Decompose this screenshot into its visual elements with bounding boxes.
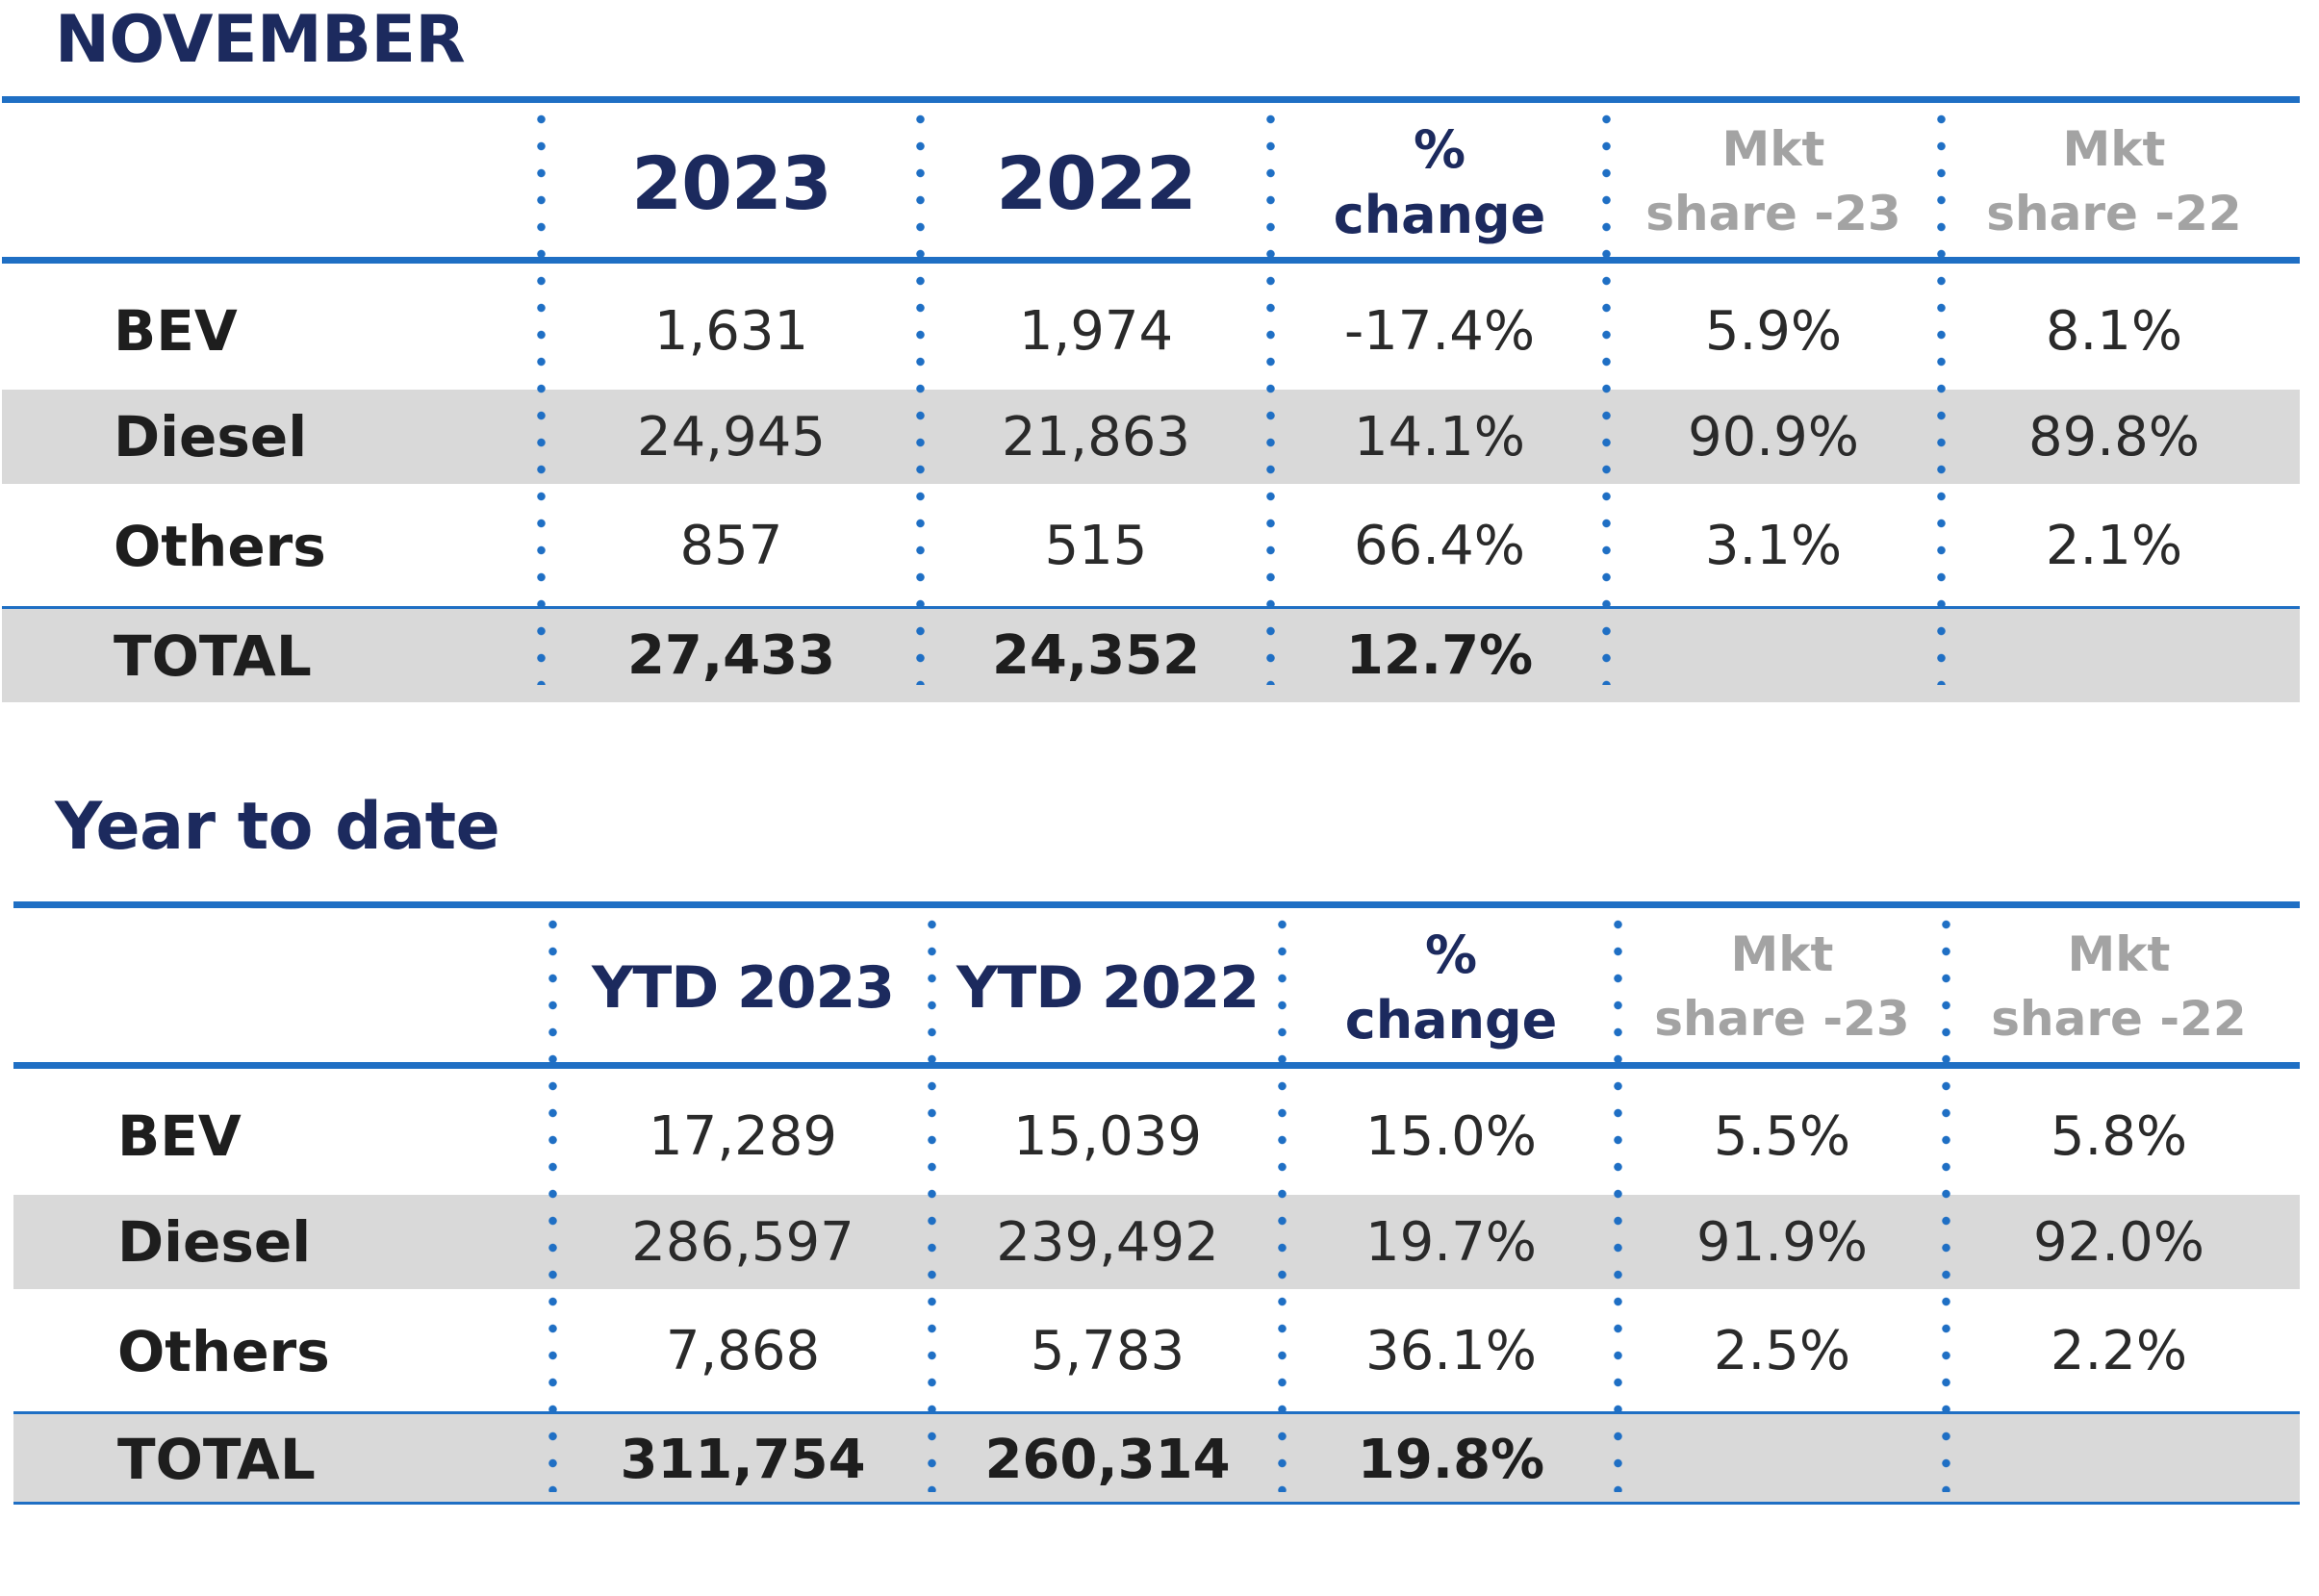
november-title: NOVEMBER: [55, 2, 466, 78]
row-label-diesel: Diesel: [117, 1209, 312, 1275]
header-2022: 2022: [996, 139, 1197, 226]
cell-diesel-share23: 90.9%: [1688, 405, 1859, 469]
row-label-diesel: Diesel: [114, 404, 308, 469]
header-bottom-rule: [13, 1062, 2300, 1069]
header-ytd-2023: YTD 2023: [591, 954, 895, 1022]
header-mkt-share-23: Mkt share -23: [1614, 110, 1933, 254]
cell-bev-share23: 5.9%: [1704, 299, 1843, 363]
table-bottom-rule: [13, 1502, 2300, 1505]
header-mkt-share-22: Mkt share -22: [1950, 110, 2278, 254]
row-label-bev: BEV: [117, 1103, 242, 1169]
cell-diesel-change: 19.7%: [1365, 1210, 1537, 1274]
cell-others-change: 36.1%: [1365, 1320, 1537, 1382]
cell-diesel-share22: 92.0%: [2033, 1210, 2204, 1274]
cell-diesel-2023: 24,945: [637, 405, 826, 469]
header-change-line2: change: [1344, 989, 1558, 1051]
column-divider: [1614, 911, 1622, 1492]
row-label-bev: BEV: [114, 298, 238, 364]
column-divider: [928, 911, 936, 1492]
header-mkt23-line2: share -23: [1645, 186, 1901, 241]
cell-bev-2023: 1,631: [653, 299, 809, 363]
cell-total-2022: 24,352: [991, 624, 1201, 687]
cell-total-2023: 27,433: [626, 624, 836, 687]
header-change: % change: [1291, 913, 1611, 1062]
row-label-others: Others: [114, 513, 326, 579]
cell-bev-share22: 5.8%: [2050, 1104, 2188, 1168]
cell-diesel-share22: 89.8%: [2028, 405, 2200, 469]
cell-diesel-ytd2022: 239,492: [996, 1210, 1219, 1274]
ytd-title: Year to date: [55, 789, 500, 865]
header-bottom-rule: [2, 257, 2300, 264]
total-row-band: [13, 1414, 2300, 1505]
row-label-total: TOTAL: [114, 622, 312, 689]
header-mkt23-line2: share -23: [1654, 991, 1910, 1047]
cell-others-share23: 3.1%: [1704, 515, 1843, 577]
cell-others-share22: 2.1%: [2045, 515, 2183, 577]
row-label-others: Others: [117, 1318, 330, 1384]
cell-others-2023: 857: [679, 515, 783, 577]
ytd-table: YTD 2023 YTD 2022 % change Mkt share -23…: [13, 901, 2300, 1509]
cell-total-change: 12.7%: [1345, 624, 1534, 687]
cell-diesel-ytd2023: 286,597: [631, 1210, 854, 1274]
header-change-line1: %: [1413, 119, 1466, 180]
total-top-rule: [13, 1411, 2300, 1414]
cell-bev-ytd2022: 15,039: [1013, 1104, 1202, 1168]
cell-total-ytd2022: 260,314: [984, 1428, 1231, 1491]
table-top-rule: [13, 901, 2300, 908]
column-divider: [1266, 106, 1275, 685]
column-divider: [916, 106, 925, 685]
header-mkt-share-23: Mkt share -23: [1625, 915, 1939, 1059]
diesel-row-band: [2, 390, 2300, 484]
header-change: % change: [1280, 108, 1599, 257]
header-2023: 2023: [631, 139, 832, 226]
header-mkt-share-22: Mkt share -22: [1955, 915, 2282, 1059]
cell-others-2022: 515: [1044, 515, 1148, 577]
header-mkt23-line1: Mkt: [1721, 120, 1825, 177]
cell-diesel-share23: 91.9%: [1696, 1210, 1868, 1274]
header-change-line2: change: [1333, 184, 1546, 245]
column-divider: [548, 911, 557, 1492]
november-table: 2023 2022 % change Mkt share -23 Mkt sha…: [2, 96, 2300, 702]
column-divider: [1278, 911, 1287, 1492]
header-mkt22-line2: share -22: [1991, 991, 2247, 1047]
cell-total-ytd2023: 311,754: [620, 1428, 866, 1491]
header-ytd-2022: YTD 2022: [956, 954, 1260, 1022]
header-change-line1: %: [1424, 925, 1478, 985]
column-divider: [1942, 911, 1950, 1492]
row-label-total: TOTAL: [117, 1427, 316, 1492]
header-mkt22-line2: share -22: [1986, 186, 2242, 241]
total-top-rule: [2, 606, 2300, 609]
cell-total-change: 19.8%: [1357, 1428, 1545, 1491]
header-mkt22-line1: Mkt: [2067, 925, 2171, 982]
cell-others-ytd2022: 5,783: [1030, 1320, 1185, 1382]
diesel-row-band: [13, 1195, 2300, 1289]
header-mkt23-line1: Mkt: [1730, 925, 1834, 982]
cell-diesel-2022: 21,863: [1002, 405, 1190, 469]
cell-diesel-change: 14.1%: [1354, 405, 1525, 469]
cell-bev-change: 15.0%: [1365, 1104, 1537, 1168]
cell-bev-share23: 5.5%: [1713, 1104, 1851, 1168]
cell-others-change: 66.4%: [1354, 515, 1525, 577]
total-row-band: [2, 609, 2300, 702]
table-top-rule: [2, 96, 2300, 103]
cell-bev-share22: 8.1%: [2045, 299, 2183, 363]
header-mkt22-line1: Mkt: [2062, 120, 2166, 177]
column-divider: [537, 106, 546, 685]
cell-others-share22: 2.2%: [2050, 1320, 2188, 1382]
column-divider: [1937, 106, 1946, 685]
column-divider: [1602, 106, 1611, 685]
cell-bev-ytd2023: 17,289: [649, 1104, 837, 1168]
cell-others-ytd2023: 7,868: [665, 1320, 821, 1382]
cell-bev-2022: 1,974: [1018, 299, 1174, 363]
cell-others-share23: 2.5%: [1713, 1320, 1851, 1382]
cell-bev-change: -17.4%: [1343, 299, 1536, 363]
